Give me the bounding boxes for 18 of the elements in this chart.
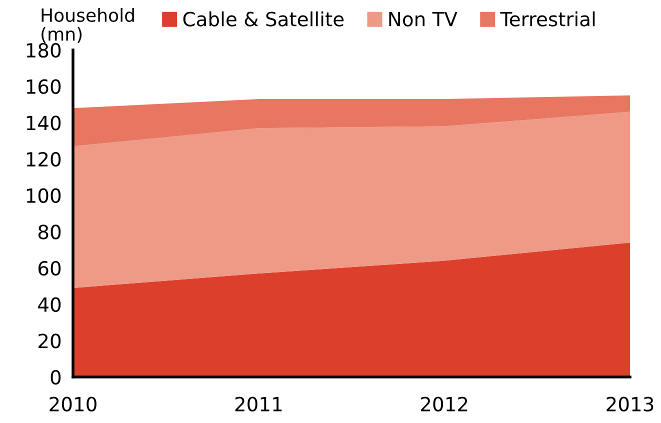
legend-label: Cable & Satellite [183,11,344,26]
y-tick-label: 100 [26,188,61,203]
y-tick-label: 120 [26,152,61,167]
y-tick-label: 180 [26,42,61,58]
y-tick-label: 140 [26,116,61,130]
y-tick-label: 40 [38,297,61,312]
y-tick-label: 80 [38,224,61,240]
legend-label: Terrestrial [500,11,595,26]
legend-label: Non TV [389,12,458,26]
y-axis-title: Household (mn) [42,8,134,43]
y-tick-label: 20 [38,334,61,348]
y-tick-label: 0 [50,370,61,385]
x-tick-label: 2011 [235,396,282,412]
x-tick-label: 2010 [50,396,96,412]
y-tick-label: 160 [26,79,61,94]
y-tick-label: 60 [38,260,61,276]
x-tick-label: 2013 [606,396,654,412]
x-tick-label: 2012 [421,396,468,412]
